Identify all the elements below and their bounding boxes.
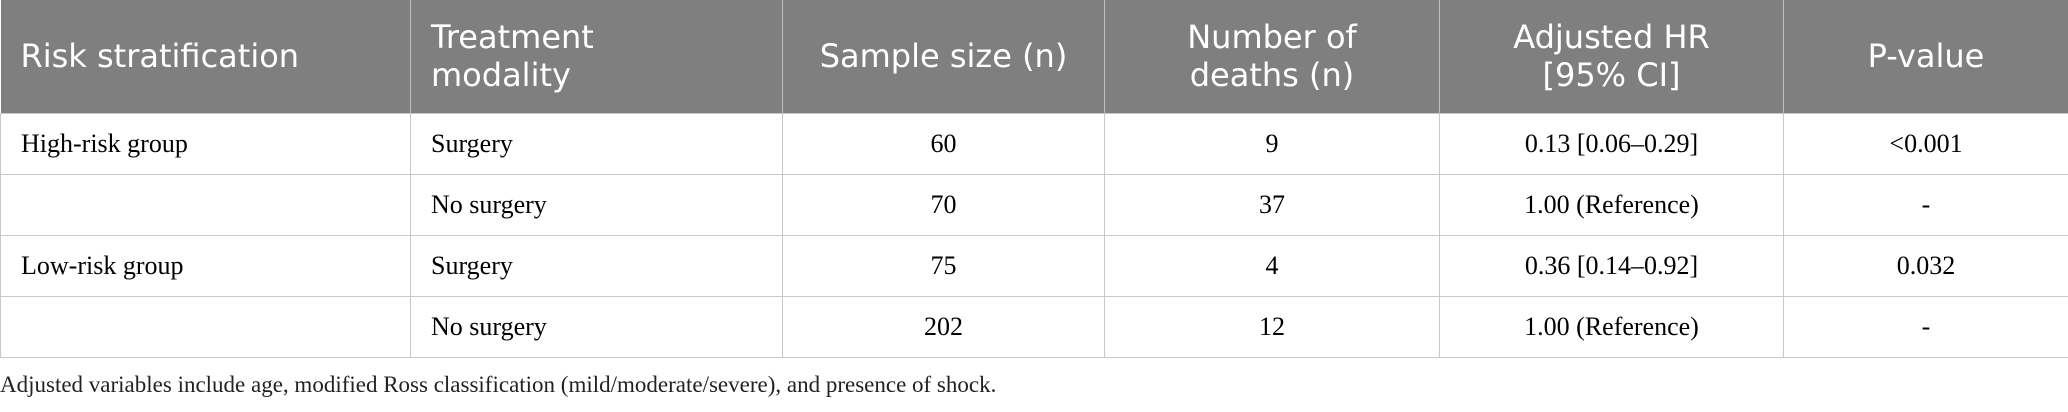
table-cell: Low-risk group [0, 234, 411, 297]
table-row: No surgery 70 37 1.00 (Reference) - [0, 173, 2068, 236]
header-text: Adjusted HR [1513, 18, 1710, 57]
table-cell: 60 [782, 112, 1105, 175]
table-cell: 37 [1104, 173, 1440, 236]
data-table: Risk stratification Treatment modality Samp… [0, 0, 2068, 358]
table-body: High-risk group Surgery 60 9 0.13 [0.06–0.29… [0, 112, 2068, 358]
table-cell: - [1783, 295, 2068, 358]
table-cell: 75 [782, 234, 1105, 297]
table-cell: Surgery [410, 112, 783, 175]
footnote: Adjusted variables include age, modified… [0, 371, 997, 397]
table-cell: 12 [1104, 295, 1440, 358]
header-text: Treatment [431, 18, 594, 57]
table-cell: 202 [782, 295, 1105, 358]
table-cell [0, 295, 411, 358]
table-row: High-risk group Surgery 60 9 0.13 [0.06–0.29… [0, 112, 2068, 175]
table-cell: No surgery [410, 173, 783, 236]
header-text: modality [431, 56, 571, 95]
table-cell: High-risk group [0, 112, 411, 175]
header-cell: Treatment modality [410, 0, 783, 113]
header-row: Risk stratification Treatment modality Samp… [0, 0, 2068, 113]
header-text: deaths (n) [1189, 56, 1355, 95]
header-cell: P-value [1783, 0, 2068, 113]
table-cell: 1.00 (Reference) [1439, 295, 1784, 358]
header-cell: Number of deaths (n) [1104, 0, 1440, 113]
header-text: Number of [1187, 18, 1357, 57]
table-cell: 9 [1104, 112, 1440, 175]
table-cell: 4 [1104, 234, 1440, 297]
table-row: Low-risk group Surgery 75 4 0.36 [0.14–0.92]… [0, 234, 2068, 297]
header-cell: Sample size (n) [782, 0, 1105, 113]
table-cell: 70 [782, 173, 1105, 236]
header-cell: Risk stratification [0, 0, 411, 113]
header-text: Risk stratification [20, 37, 300, 76]
table-cell [0, 173, 411, 236]
table-cell: 0.36 [0.14–0.92] [1439, 234, 1784, 297]
header-text: Sample size (n) [819, 37, 1068, 76]
header-text: P-value [1867, 37, 1985, 76]
table-cell: Surgery [410, 234, 783, 297]
table-row: No surgery 202 12 1.00 (Reference) - [0, 295, 2068, 358]
header-text: [95% CI] [1542, 56, 1681, 95]
table-cell: - [1783, 173, 2068, 236]
table-cell: <0.001 [1783, 112, 2068, 175]
table-cell: 0.032 [1783, 234, 2068, 297]
header-cell: Adjusted HR [95% CI] [1439, 0, 1784, 113]
table-cell: No surgery [410, 295, 783, 358]
table-cell: 1.00 (Reference) [1439, 173, 1784, 236]
table-cell: 0.13 [0.06–0.29] [1439, 112, 1784, 175]
